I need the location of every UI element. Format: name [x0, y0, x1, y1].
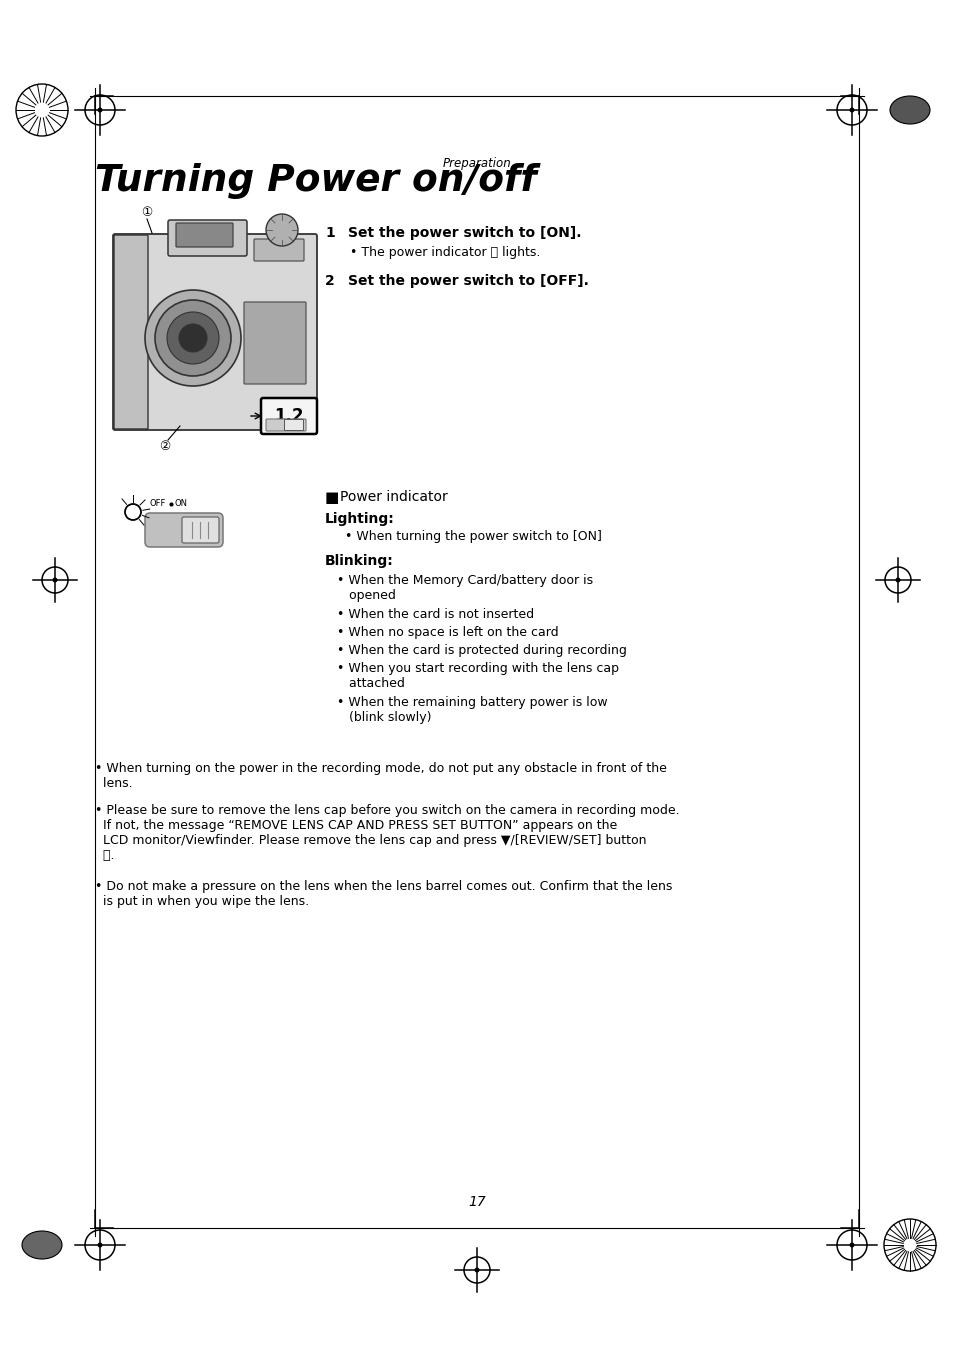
FancyBboxPatch shape — [175, 222, 233, 247]
Text: • When the card is not inserted: • When the card is not inserted — [336, 608, 534, 621]
Ellipse shape — [889, 96, 929, 124]
Circle shape — [179, 324, 207, 352]
Text: • The power indicator ⓘ lights.: • The power indicator ⓘ lights. — [350, 245, 539, 259]
FancyBboxPatch shape — [168, 220, 247, 256]
FancyBboxPatch shape — [284, 419, 303, 430]
Text: ①: ① — [141, 206, 152, 220]
Circle shape — [848, 108, 854, 112]
Text: ON: ON — [174, 499, 188, 508]
Text: • Please be sure to remove the lens cap before you switch on the camera in recor: • Please be sure to remove the lens cap … — [95, 803, 679, 861]
Text: Power indicator: Power indicator — [339, 491, 447, 504]
FancyBboxPatch shape — [244, 302, 306, 384]
Circle shape — [145, 290, 241, 386]
Text: • When the Memory Card/battery door is
   opened: • When the Memory Card/battery door is o… — [336, 574, 593, 603]
Circle shape — [474, 1267, 479, 1273]
FancyBboxPatch shape — [113, 235, 148, 429]
Text: • When turning the power switch to [ON]: • When turning the power switch to [ON] — [345, 530, 601, 543]
Text: OFF: OFF — [150, 499, 166, 508]
Text: 17: 17 — [468, 1194, 485, 1209]
Text: • When turning on the power in the recording mode, do not put any obstacle in fr: • When turning on the power in the recor… — [95, 762, 666, 790]
Text: • When you start recording with the lens cap
   attached: • When you start recording with the lens… — [336, 662, 618, 690]
Text: Lighting:: Lighting: — [325, 512, 395, 526]
Text: 1,2: 1,2 — [274, 407, 303, 425]
Circle shape — [895, 577, 900, 582]
FancyBboxPatch shape — [145, 514, 223, 547]
Ellipse shape — [22, 1231, 62, 1259]
Text: • When the card is protected during recording: • When the card is protected during reco… — [336, 644, 626, 656]
Text: ■: ■ — [325, 491, 339, 506]
FancyBboxPatch shape — [182, 518, 219, 543]
FancyBboxPatch shape — [266, 419, 306, 431]
Text: • Do not make a pressure on the lens when the lens barrel comes out. Confirm tha: • Do not make a pressure on the lens whe… — [95, 880, 672, 909]
Circle shape — [97, 1243, 102, 1247]
Text: ②: ② — [159, 439, 171, 453]
FancyBboxPatch shape — [112, 235, 316, 430]
Text: Blinking:: Blinking: — [325, 554, 394, 568]
Text: 1: 1 — [325, 226, 335, 240]
Text: Preparation: Preparation — [442, 156, 511, 170]
Text: 2: 2 — [325, 274, 335, 288]
Circle shape — [52, 577, 57, 582]
FancyBboxPatch shape — [253, 239, 304, 262]
Text: • When the remaining battery power is low
   (blink slowly): • When the remaining battery power is lo… — [336, 696, 607, 724]
Text: • When no space is left on the card: • When no space is left on the card — [336, 625, 558, 639]
Circle shape — [167, 311, 219, 364]
Circle shape — [125, 504, 141, 520]
Text: Set the power switch to [ON].: Set the power switch to [ON]. — [348, 226, 581, 240]
Text: Turning Power on/off: Turning Power on/off — [95, 163, 537, 200]
Circle shape — [266, 214, 297, 245]
Circle shape — [848, 1243, 854, 1247]
FancyBboxPatch shape — [261, 398, 316, 434]
Circle shape — [97, 108, 102, 112]
Circle shape — [154, 301, 231, 376]
Text: Set the power switch to [OFF].: Set the power switch to [OFF]. — [348, 274, 588, 288]
